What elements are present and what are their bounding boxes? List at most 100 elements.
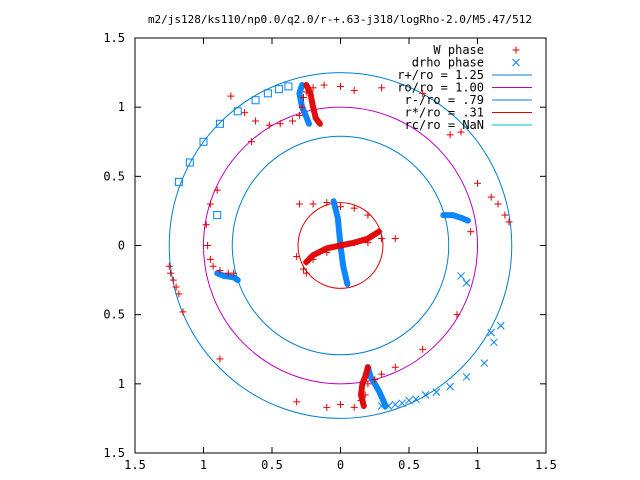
w-phase-point	[378, 235, 386, 243]
chart-title: m2/js128/ks110/np0.0/q2.0/r-+.63-j318/lo…	[148, 13, 532, 26]
w-phase-point	[350, 87, 358, 95]
square-point	[174, 177, 183, 186]
w-phase-point	[265, 121, 273, 129]
w-phase-point	[378, 370, 386, 378]
drho-phase-point	[384, 402, 393, 410]
drho-phase-point	[411, 395, 420, 403]
x-tick-label: 0	[337, 458, 344, 472]
square-point	[274, 85, 283, 94]
w-phase-point	[364, 239, 372, 247]
w-phase-point	[309, 200, 317, 208]
drho-phase-point	[405, 396, 413, 405]
drho-phase-point	[496, 321, 505, 330]
reference-circles	[168, 72, 513, 419]
x-tick-label: 1	[474, 458, 481, 472]
y-tick-label: 0.5	[103, 169, 125, 183]
square-point	[213, 211, 222, 220]
w-phase-point	[204, 242, 212, 249]
w-phase-point	[357, 396, 365, 404]
w-phase-point	[300, 265, 308, 273]
w-phase-point	[227, 92, 235, 100]
w-phase-point	[213, 186, 221, 194]
drho-phase-point	[446, 382, 454, 391]
w-phase-point	[391, 363, 399, 371]
square-point	[199, 137, 208, 146]
w-phase-point	[323, 403, 331, 411]
drho-phase-point	[391, 400, 400, 409]
legend-swatch	[512, 58, 520, 67]
w-phase-point	[361, 391, 369, 399]
w-phase-point	[179, 308, 187, 316]
drho-phase-point	[490, 338, 498, 347]
w-phase-point	[289, 117, 297, 125]
drho-phase-point	[462, 278, 471, 287]
x-tick-label: 1.5	[124, 458, 146, 472]
w-phase-point	[378, 84, 386, 92]
y-tick-label: 0.5	[103, 308, 125, 322]
w-phase-point	[206, 255, 214, 263]
w-phase-point	[505, 218, 513, 226]
W-band-segment	[358, 364, 371, 409]
x-tick-label: 0.5	[398, 458, 420, 472]
data-points	[165, 81, 513, 411]
drho-band-segment	[364, 364, 389, 409]
w-phase-point	[252, 117, 260, 125]
y-tick-label: 1	[118, 377, 125, 391]
w-phase-point	[364, 211, 372, 219]
legend-label: ro/ro = 1.00	[397, 81, 484, 95]
circle-ro	[203, 106, 478, 385]
w-phase-point	[323, 199, 331, 207]
y-tick-label: 1.5	[103, 446, 125, 460]
w-phase-point	[302, 88, 310, 96]
w-phase-point	[241, 109, 249, 117]
w-phase-point	[501, 211, 509, 219]
w-phase-point	[247, 138, 255, 146]
w-phase-point	[337, 401, 344, 409]
axis-ticks: 1.5 1 0.5 0 0.5 1 1.51.510.500.511.5	[103, 31, 557, 472]
w-phase-point	[494, 200, 502, 208]
legend-label: r*/ro = .31	[405, 106, 484, 120]
circle-r	[231, 135, 450, 356]
square-point	[284, 82, 293, 91]
square-point	[215, 119, 224, 128]
w-phase-point	[309, 84, 317, 92]
w-phase-point	[293, 253, 301, 261]
drho-band-segment	[440, 212, 471, 224]
drho-phase-point	[398, 399, 407, 408]
w-phase-point	[419, 89, 427, 97]
legend-label: W phase	[433, 43, 484, 57]
w-phase-point	[209, 262, 217, 270]
w-phase-point	[391, 235, 399, 243]
drho-phase-point	[462, 373, 471, 381]
w-phase-point	[293, 398, 301, 406]
w-phase-point	[419, 345, 427, 353]
square-point	[251, 96, 260, 105]
w-phase-point	[202, 221, 210, 229]
w-phase-point	[300, 93, 308, 101]
circle-r	[168, 72, 513, 419]
w-phase-point	[169, 276, 177, 284]
w-phase-point	[487, 193, 495, 201]
w-phase-point	[337, 242, 344, 249]
w-phase-point	[172, 283, 180, 291]
w-phase-point	[295, 111, 303, 119]
w-phase-point	[320, 81, 328, 89]
W-band-segment	[303, 82, 323, 127]
drho-phase-point	[487, 328, 496, 337]
square-point	[233, 107, 242, 116]
w-phase-point	[302, 258, 310, 266]
w-phase-point	[371, 376, 379, 384]
drho-phase-point	[421, 391, 430, 399]
w-phase-point	[295, 200, 303, 208]
y-tick-label: 0	[118, 239, 125, 253]
w-phase-point	[165, 262, 173, 270]
drho-phase-point	[377, 402, 386, 410]
circle-r	[297, 202, 384, 289]
w-phase-point	[175, 290, 183, 298]
drho-band-segment	[214, 270, 241, 284]
legend-label: drho phase	[412, 56, 484, 70]
w-phase-point	[453, 311, 461, 319]
w-phase-point	[230, 269, 238, 277]
